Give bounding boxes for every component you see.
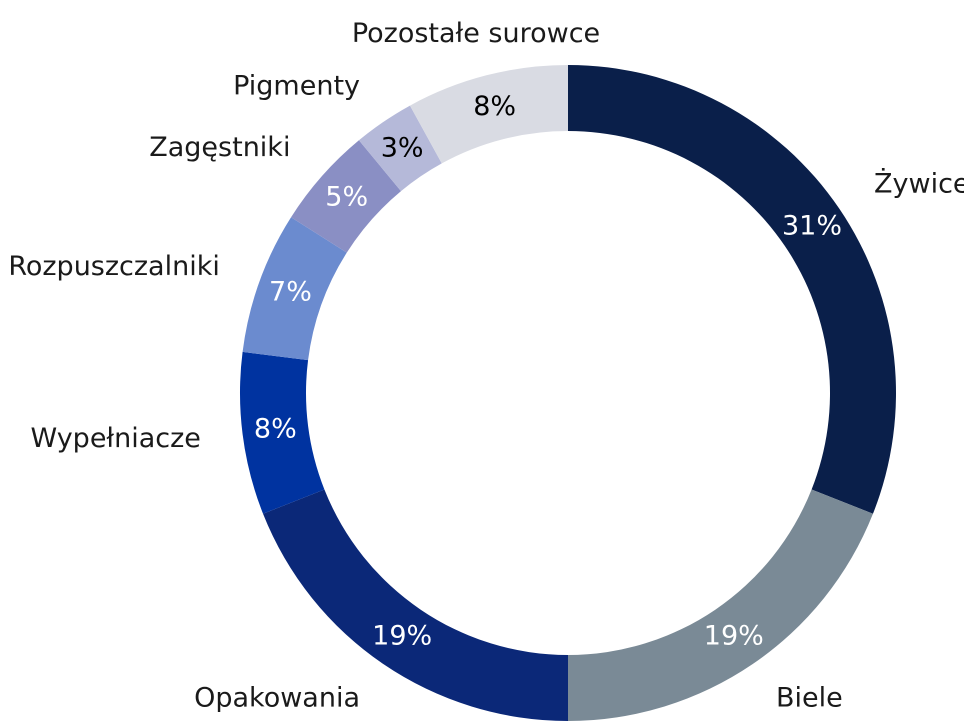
category-label: Pozostałe surowce bbox=[352, 18, 600, 49]
category-label: Pigmenty bbox=[233, 70, 360, 101]
value-label: 5% bbox=[325, 181, 368, 212]
donut-segment bbox=[358, 105, 442, 192]
value-label: 3% bbox=[381, 133, 424, 164]
category-label: Zagęstniki bbox=[149, 132, 290, 163]
donut-segment bbox=[409, 65, 568, 164]
value-label: 31% bbox=[782, 211, 842, 242]
donut-segment bbox=[291, 140, 401, 253]
value-label: 7% bbox=[269, 277, 312, 308]
category-label: Rozpuszczalniki bbox=[8, 251, 220, 282]
value-label: 8% bbox=[473, 91, 516, 122]
category-label: Żywice bbox=[874, 168, 964, 200]
category-label: Biele bbox=[776, 683, 843, 714]
donut-segment bbox=[568, 65, 896, 514]
donut-segment bbox=[240, 351, 325, 514]
category-label: Opakowania bbox=[194, 683, 360, 714]
category-label: Wypełniacze bbox=[30, 423, 200, 454]
value-label: 19% bbox=[704, 620, 764, 651]
value-label: 8% bbox=[254, 413, 297, 444]
donut-segment bbox=[568, 489, 873, 721]
value-label: 19% bbox=[372, 620, 432, 651]
donut-segment bbox=[242, 217, 347, 361]
donut-segment bbox=[263, 489, 568, 721]
